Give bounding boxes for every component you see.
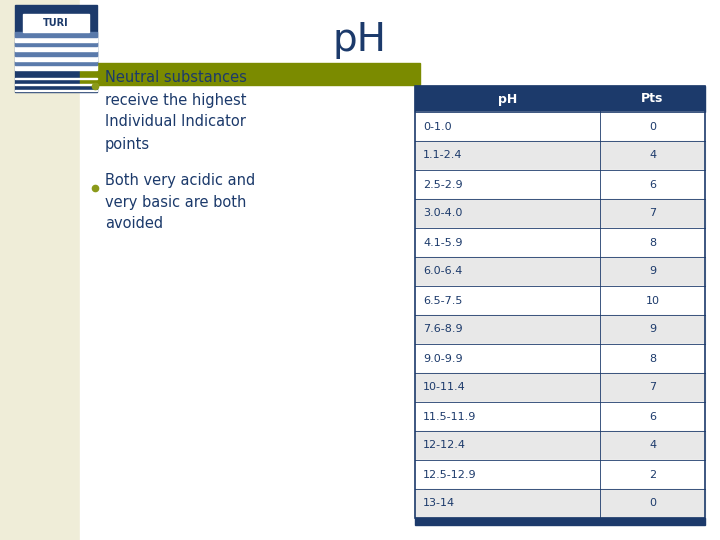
Bar [415,112,705,141]
Bar [415,86,705,112]
Bar [80,63,420,85]
Bar [415,344,705,373]
Text: 10-11.4: 10-11.4 [423,382,466,393]
Bar [15,60,97,65]
Bar [415,315,705,344]
Text: 8: 8 [649,238,656,247]
Text: 4: 4 [649,441,656,450]
Text: 7.6-8.9: 7.6-8.9 [423,325,463,334]
Text: avoided: avoided [105,217,163,232]
Text: pH: pH [498,92,517,105]
Bar [415,228,705,257]
Text: 6.0-6.4: 6.0-6.4 [423,267,462,276]
Text: 2.5-2.9: 2.5-2.9 [423,179,463,190]
Text: 3.0-4.0: 3.0-4.0 [423,208,462,219]
Text: points: points [105,137,150,152]
Bar [15,78,97,79]
Bar [415,199,705,228]
Bar [15,90,97,91]
Text: 12.5-12.9: 12.5-12.9 [423,469,477,480]
Text: 7: 7 [649,208,656,219]
Text: 10: 10 [646,295,660,306]
Bar [415,460,705,489]
Text: Pts: Pts [642,92,664,105]
Text: 0-1.0: 0-1.0 [423,122,451,132]
Text: Individual Indicator: Individual Indicator [105,114,246,130]
Text: pH: pH [333,21,387,59]
Text: 9: 9 [649,325,656,334]
Text: 6.5-7.5: 6.5-7.5 [423,295,462,306]
Bar [15,65,97,70]
Text: 0: 0 [649,122,656,132]
Text: 9: 9 [649,267,656,276]
Bar [15,5,97,92]
Text: 13-14: 13-14 [423,498,455,509]
Bar [415,170,705,199]
Text: TURI: TURI [43,18,69,28]
Text: receive the highest: receive the highest [105,92,246,107]
Text: 11.5-11.9: 11.5-11.9 [423,411,477,422]
Bar [15,84,97,85]
Bar [15,56,97,60]
Bar [415,489,705,518]
Text: 4.1-5.9: 4.1-5.9 [423,238,462,247]
Bar [415,257,705,286]
Bar [415,86,705,518]
Bar [15,51,97,56]
Text: 12-12.4: 12-12.4 [423,441,466,450]
Bar [80,0,720,540]
Text: very basic are both: very basic are both [105,194,246,210]
Bar [415,518,705,525]
Text: 1.1-2.4: 1.1-2.4 [423,151,462,160]
Bar [15,37,97,42]
Text: 2: 2 [649,469,656,480]
Text: 0: 0 [649,498,656,509]
Text: 6: 6 [649,179,656,190]
Bar [15,46,97,51]
Text: 6: 6 [649,411,656,422]
Bar [415,431,705,460]
Bar [0,0,80,540]
Bar [15,32,97,37]
Text: 9.0-9.9: 9.0-9.9 [423,354,463,363]
Bar [415,141,705,170]
Text: 7: 7 [649,382,656,393]
Text: Neutral substances: Neutral substances [105,71,247,85]
Bar [415,286,705,315]
Text: Both very acidic and: Both very acidic and [105,172,256,187]
Text: 8: 8 [649,354,656,363]
Bar [15,42,97,46]
Text: 4: 4 [649,151,656,160]
Bar [415,402,705,431]
Bar [23,14,89,32]
Bar [415,373,705,402]
